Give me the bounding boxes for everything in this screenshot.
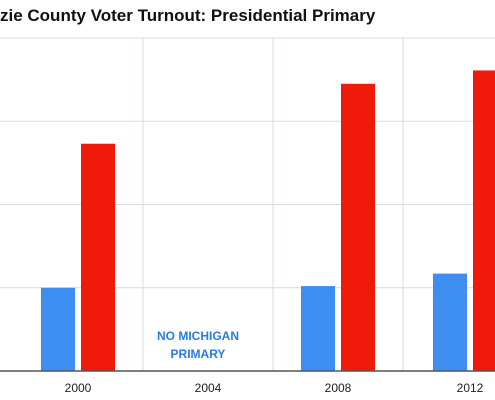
x-tick-label: 2012 (457, 381, 484, 395)
chart-title: zie County Voter Turnout: Presidential P… (0, 6, 376, 25)
bar (433, 273, 467, 371)
bar (81, 143, 115, 371)
x-tick-label: 2004 (195, 381, 222, 395)
x-tick-labels: 2000 2004 2008 2012 (65, 381, 484, 395)
bar (41, 287, 75, 371)
x-tick-label: 2000 (65, 381, 92, 395)
x-tick-label: 2008 (325, 381, 352, 395)
bar (473, 70, 495, 371)
annotation-line: NO MICHIGAN (157, 329, 239, 343)
bar (341, 83, 375, 371)
annotations: NO MICHIGAN PRIMARY (157, 329, 239, 361)
bar (301, 286, 335, 371)
grid-lines (0, 37, 495, 371)
bars (41, 70, 495, 371)
annotation-line: PRIMARY (171, 347, 226, 361)
